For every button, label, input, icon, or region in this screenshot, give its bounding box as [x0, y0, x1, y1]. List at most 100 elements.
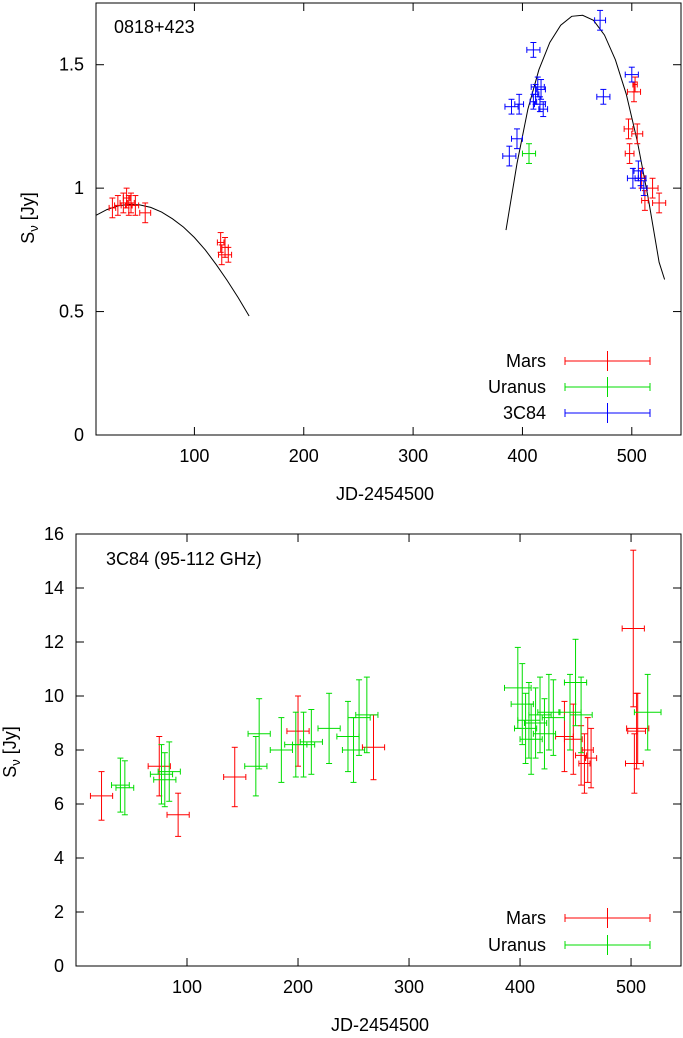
data-point	[153, 752, 177, 808]
y-tick-label: 8	[54, 740, 64, 760]
legend-label: Mars	[506, 908, 546, 928]
fit-curve	[505, 14, 666, 280]
data-point	[652, 192, 667, 214]
fit-curves	[95, 14, 666, 317]
panel-0818-423: 100 200 300 400 500 0 0.5 1 1.5 0818+423 JD-2454…	[18, 2, 682, 504]
y-tick-label: 1	[74, 178, 84, 198]
y-tick-label: 2	[54, 902, 64, 922]
data-point	[513, 692, 538, 764]
x-tick-label: 300	[394, 977, 424, 997]
data-point	[541, 679, 565, 756]
axes-ticks: 100 200 300 400 500 0 2 4 6 8 10 12 14 16	[44, 524, 681, 997]
data-point	[223, 746, 247, 808]
legend-symbol	[564, 377, 651, 397]
y-tick-label: 14	[44, 578, 64, 598]
legend-symbol	[564, 351, 651, 371]
data-point	[538, 101, 549, 118]
legend: Mars Uranus	[488, 908, 651, 955]
y-tick-label: 0	[74, 425, 84, 445]
data-point	[640, 180, 648, 197]
data-point	[594, 9, 607, 31]
x-axis-label: JD-2454500	[336, 484, 434, 504]
y-tick-label: 0	[54, 956, 64, 976]
data-point	[627, 692, 646, 770]
data-point	[216, 232, 225, 253]
data-point	[537, 673, 561, 751]
data-point	[626, 692, 650, 764]
legend-label: Mars	[506, 351, 546, 371]
data-point	[244, 736, 268, 797]
x-tick-label: 200	[283, 977, 313, 997]
x-tick-label: 300	[398, 446, 428, 466]
y-tick-label: 10	[44, 686, 64, 706]
legend-label: 3C84	[503, 403, 546, 423]
data-point	[247, 698, 271, 770]
data-point	[511, 128, 523, 150]
x-tick-label: 100	[179, 446, 209, 466]
data-point	[157, 741, 181, 802]
legend-symbol	[564, 935, 651, 955]
x-tick-label: 500	[617, 446, 647, 466]
data-point	[166, 792, 190, 837]
x-tick-label: 100	[172, 977, 202, 997]
data-point	[563, 703, 583, 775]
series-mars	[108, 76, 667, 266]
data-point	[563, 638, 588, 727]
data-point	[521, 143, 537, 164]
data-point	[623, 118, 634, 140]
data-point	[286, 695, 310, 767]
data-point	[131, 195, 140, 216]
data-point	[634, 170, 647, 187]
y-tick-label: 12	[44, 632, 64, 652]
legend-symbol	[564, 403, 651, 423]
x-tick-label: 400	[505, 977, 535, 997]
y-axis-label-main: S	[18, 232, 38, 244]
y-axis-label-tail: [Jy]	[18, 192, 38, 225]
data-points	[89, 549, 662, 837]
data-point	[361, 714, 386, 781]
data-point	[596, 88, 611, 105]
legend-item-uranus: Uranus	[488, 377, 651, 397]
x-tick-label: 200	[289, 446, 319, 466]
legend-item-3c84: 3C84	[503, 403, 651, 423]
data-point	[526, 41, 541, 58]
data-point	[646, 177, 659, 199]
data-point	[115, 760, 135, 816]
data-point	[89, 771, 114, 821]
series-uranus	[111, 638, 662, 816]
data-point	[632, 76, 639, 93]
legend: Mars Uranus 3C84	[488, 351, 651, 423]
data-point	[519, 703, 543, 775]
y-tick-label: 0.5	[59, 302, 84, 322]
y-tick-label: 1.5	[59, 55, 84, 75]
x-tick-label: 500	[616, 977, 646, 997]
legend-symbol	[564, 908, 651, 928]
data-point	[224, 246, 233, 263]
data-point	[147, 736, 171, 797]
x-tick-label: 400	[507, 446, 537, 466]
chart-title: 3C84 (95-112 GHz)	[106, 549, 262, 569]
y-axis-label: Sν [Jy]	[0, 726, 23, 778]
data-point	[111, 757, 130, 813]
x-axis-label: JD-2454500	[331, 1015, 429, 1035]
data-point	[317, 692, 341, 764]
legend-label: Uranus	[488, 935, 546, 955]
y-tick-label: 6	[54, 794, 64, 814]
chart-title: 0818+423	[114, 17, 195, 37]
plot-frame	[95, 2, 682, 436]
y-tick-label: 4	[54, 848, 64, 868]
fit-curve	[95, 203, 250, 317]
data-point	[517, 682, 541, 759]
data-point	[621, 549, 645, 708]
data-point	[581, 717, 594, 783]
legend-label: Uranus	[488, 377, 546, 397]
data-point	[269, 717, 293, 783]
y-axis-label-tail: [Jy]	[0, 726, 20, 759]
y-tick-label: 16	[44, 524, 64, 544]
data-point	[569, 676, 593, 754]
data-point	[528, 676, 552, 754]
y-axis-label-sub: ν	[26, 225, 41, 232]
data-point	[578, 733, 591, 794]
y-axis-label-main: S	[0, 766, 20, 778]
